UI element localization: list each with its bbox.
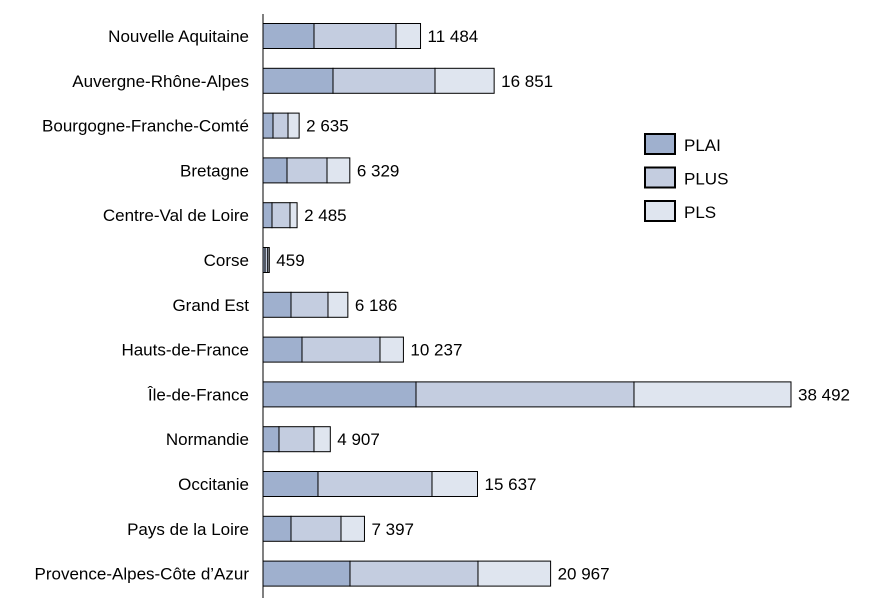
bar-segment-plai xyxy=(262,381,417,408)
bar-segment-pls xyxy=(340,515,365,542)
bar-segment-plus xyxy=(301,336,381,363)
total-label: 15 637 xyxy=(484,475,536,494)
bar-segment-plus xyxy=(286,157,328,184)
bar-segment-pls xyxy=(327,291,349,318)
category-label: Grand Est xyxy=(172,296,249,315)
total-label: 6 329 xyxy=(357,161,400,180)
total-label: 4 907 xyxy=(337,430,380,449)
bar-segment-plus xyxy=(271,202,291,229)
bar-segment-plus xyxy=(317,471,433,497)
total-label: 2 485 xyxy=(304,206,347,225)
bar-segment-plai xyxy=(262,336,303,363)
bar-segment-plai xyxy=(262,67,334,94)
total-label: 20 967 xyxy=(558,565,610,584)
category-label: Île-de-France xyxy=(147,385,249,404)
bar-segment-plai xyxy=(262,202,273,229)
bar-segment-pls xyxy=(431,471,478,497)
legend-label: PLAI xyxy=(684,136,721,155)
total-label: 16 851 xyxy=(501,72,553,91)
bar-segment-pls xyxy=(326,157,351,184)
legend-swatch-pls xyxy=(644,200,676,222)
bar-segment-pls xyxy=(289,202,298,229)
bar-segment-pls xyxy=(633,381,792,408)
bar-segment-plai xyxy=(262,157,288,184)
legend-label: PLS xyxy=(684,203,716,222)
bar-segment-plus xyxy=(415,381,635,408)
bar-segment-plai xyxy=(262,426,280,453)
total-label: 10 237 xyxy=(410,341,462,360)
legend-label: PLUS xyxy=(684,170,728,189)
category-label: Normandie xyxy=(166,430,249,449)
bar-segment-pls xyxy=(395,23,422,49)
bar-segment-pls xyxy=(313,426,331,453)
bar-segment-plai xyxy=(262,560,351,587)
legend-swatch-plai xyxy=(644,133,676,155)
bar-segment-pls xyxy=(434,67,495,94)
bar-segment-plai xyxy=(262,291,292,318)
bar-segment-plus xyxy=(290,291,329,318)
category-label: Centre-Val de Loire xyxy=(103,206,249,225)
category-label: Nouvelle Aquitaine xyxy=(108,27,249,46)
category-label: Provence-Alpes-Côte d’Azur xyxy=(35,565,250,584)
category-label: Pays de la Loire xyxy=(127,520,249,539)
bar-segment-plai xyxy=(262,515,292,542)
total-label: 7 397 xyxy=(371,520,414,539)
category-label: Corse xyxy=(204,251,249,270)
total-label: 11 484 xyxy=(428,27,479,46)
total-label: 459 xyxy=(276,251,304,270)
category-label: Hauts-de-France xyxy=(121,341,249,360)
category-label: Bourgogne-Franche-Comté xyxy=(42,117,249,136)
total-label: 38 492 xyxy=(798,385,850,404)
bar-segment-plus xyxy=(349,560,479,587)
bar-segment-pls xyxy=(287,112,300,139)
legend-swatch-plus xyxy=(644,166,676,189)
total-label: 2 635 xyxy=(306,117,349,136)
bar-segment-pls xyxy=(477,560,552,587)
bar-segment-plus xyxy=(272,112,289,139)
category-label: Auvergne-Rhône-Alpes xyxy=(72,72,249,91)
bar-segment-plus xyxy=(290,515,342,542)
category-label: Bretagne xyxy=(180,161,249,180)
total-label: 6 186 xyxy=(355,296,398,315)
bar-segment-plus xyxy=(313,23,397,49)
bar-segment-plai xyxy=(262,471,319,497)
bar-segment-plai xyxy=(262,23,315,49)
bar-segment-plai xyxy=(262,112,274,139)
category-label: Occitanie xyxy=(178,475,249,494)
bar-segment-pls xyxy=(267,247,270,273)
bar-segment-pls xyxy=(379,336,404,363)
bar-segment-plus xyxy=(332,67,436,94)
bar-segment-plus xyxy=(278,426,315,453)
